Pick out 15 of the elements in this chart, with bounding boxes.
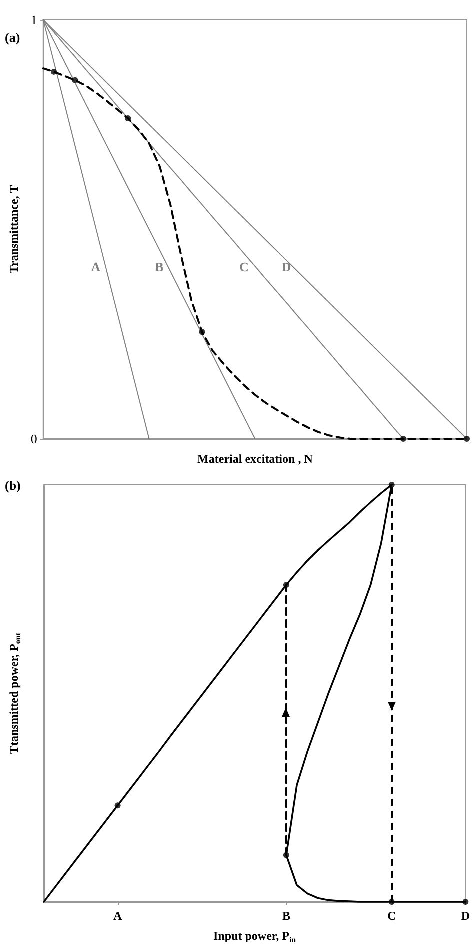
chart-title: (b) <box>5 478 21 493</box>
x-tick-label: B <box>282 909 290 923</box>
y-axis-title: Ttansmitted power, Pout <box>7 632 22 754</box>
series-label: D <box>282 260 292 275</box>
series-label: B <box>155 260 164 275</box>
y-axis-title: Transmittance, T <box>7 185 21 274</box>
series-label: C <box>240 260 249 275</box>
y-tick-label: 1 <box>30 12 38 28</box>
x-tick-label: A <box>113 909 122 923</box>
x-axis-title: Material excitation , N <box>198 452 314 466</box>
text: (a) <box>5 30 20 45</box>
x-tick-label: C <box>388 909 396 923</box>
x-tick-label: D <box>461 909 470 923</box>
series-label: A <box>91 260 102 275</box>
y-tick-label: 0 <box>30 432 38 446</box>
